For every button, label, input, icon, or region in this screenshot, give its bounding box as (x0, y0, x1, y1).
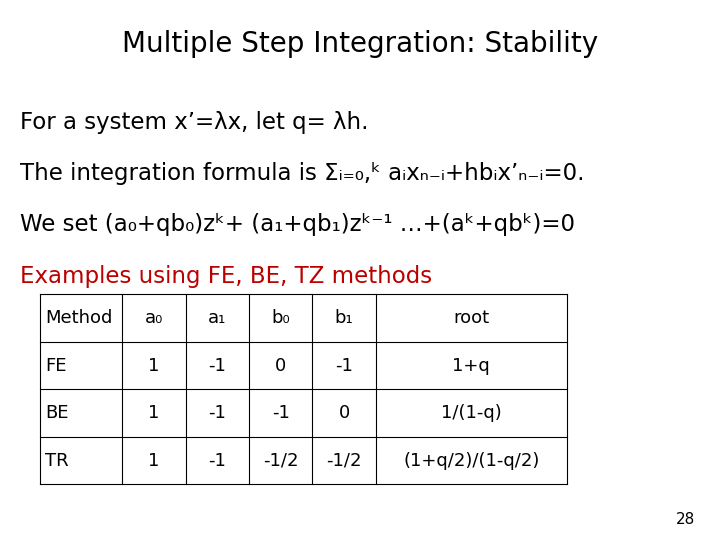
Text: 1+q: 1+q (452, 356, 490, 375)
Text: (1+q/2)/(1-q/2): (1+q/2)/(1-q/2) (403, 451, 539, 470)
Text: b₀: b₀ (271, 309, 290, 327)
Text: BE: BE (45, 404, 69, 422)
Text: -1: -1 (209, 356, 226, 375)
Text: 1: 1 (148, 356, 160, 375)
Text: TR: TR (45, 451, 69, 470)
Text: a₁: a₁ (208, 309, 227, 327)
Text: FE: FE (45, 356, 67, 375)
Text: 0: 0 (338, 404, 350, 422)
Text: 1/(1-q): 1/(1-q) (441, 404, 502, 422)
Text: a₀: a₀ (145, 309, 163, 327)
Text: -1/2: -1/2 (263, 451, 299, 470)
Text: Method: Method (45, 309, 113, 327)
Text: -1: -1 (336, 356, 353, 375)
Text: -1: -1 (209, 404, 226, 422)
Text: Multiple Step Integration: Stability: Multiple Step Integration: Stability (122, 30, 598, 58)
Text: Examples using FE, BE, TZ methods: Examples using FE, BE, TZ methods (20, 265, 432, 288)
Text: -1: -1 (272, 404, 289, 422)
Text: 1: 1 (148, 451, 160, 470)
Text: root: root (453, 309, 490, 327)
Text: b₁: b₁ (335, 309, 354, 327)
Text: The integration formula is Σᵢ₌₀,ᵏ aᵢxₙ₋ᵢ+hbᵢx’ₙ₋ᵢ=0.: The integration formula is Σᵢ₌₀,ᵏ aᵢxₙ₋ᵢ… (20, 162, 585, 185)
Text: -1: -1 (209, 451, 226, 470)
Text: 0: 0 (275, 356, 287, 375)
Text: 28: 28 (675, 511, 695, 526)
Text: For a system x’=λx, let q= λh.: For a system x’=λx, let q= λh. (20, 111, 369, 134)
Text: -1/2: -1/2 (326, 451, 362, 470)
Text: We set (a₀+qb₀)zᵏ+ (a₁+qb₁)zᵏ⁻¹ …+(aᵏ+qbᵏ)=0: We set (a₀+qb₀)zᵏ+ (a₁+qb₁)zᵏ⁻¹ …+(aᵏ+qb… (20, 213, 575, 237)
Text: 1: 1 (148, 404, 160, 422)
